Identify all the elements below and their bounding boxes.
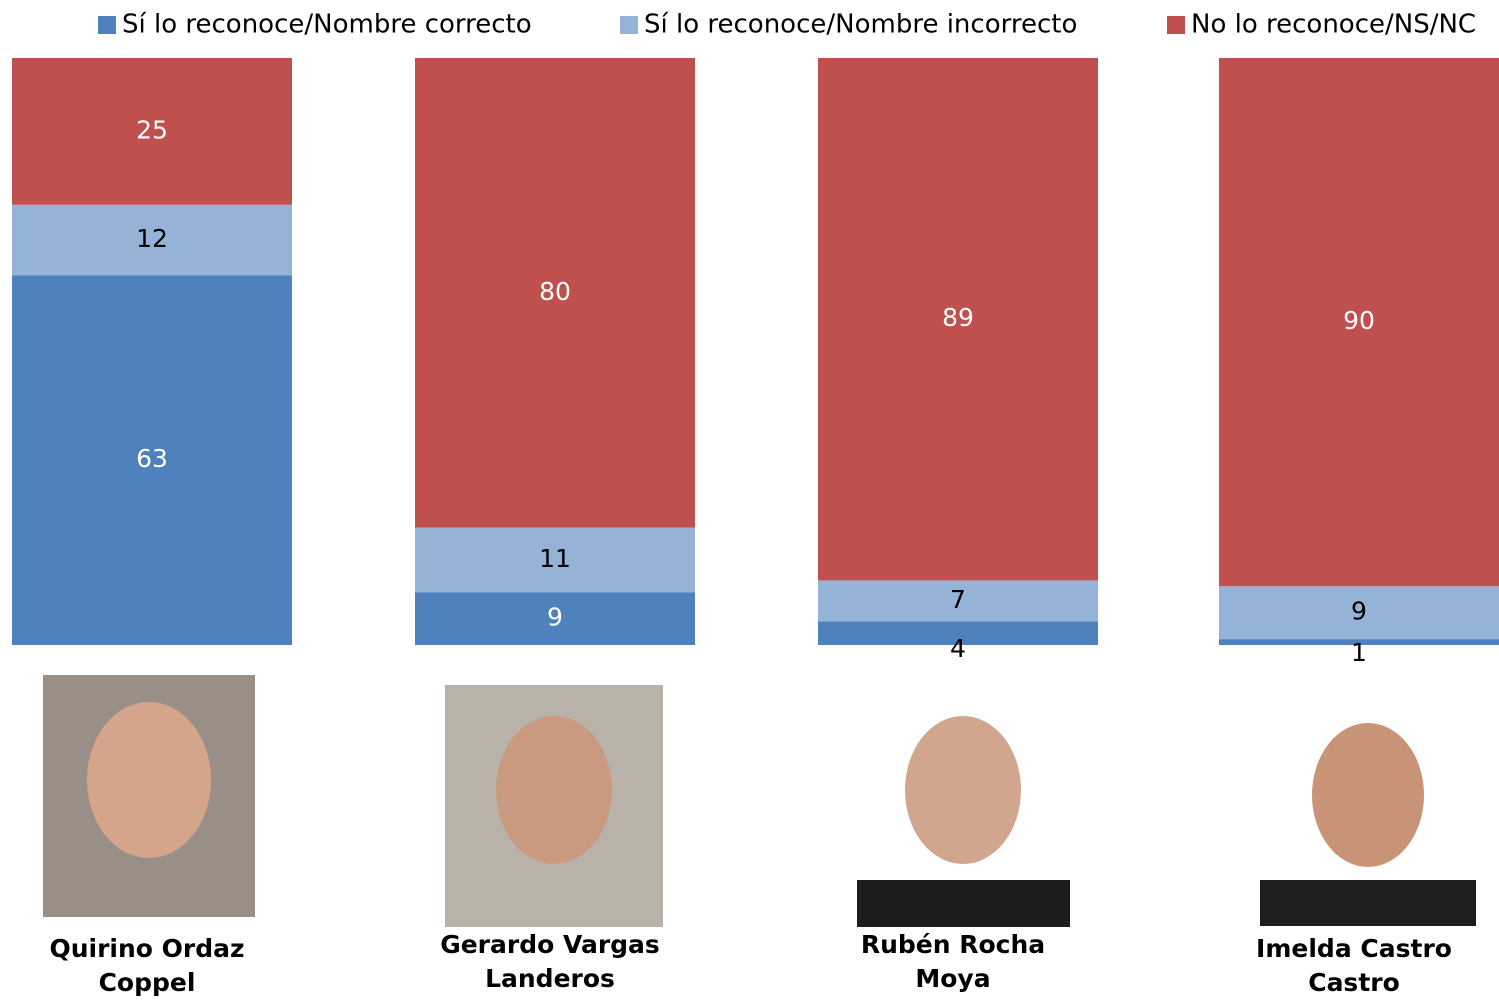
bar-segment: [1219, 639, 1499, 645]
legend-swatch: [1167, 16, 1185, 34]
legend-swatch: [620, 16, 638, 34]
category-label: Rubén Rocha Moya: [860, 930, 1046, 993]
bar-segment: [818, 621, 1098, 645]
bar-segment: [1219, 586, 1499, 640]
photo-face: [905, 716, 1021, 864]
bar-segment: [415, 527, 695, 593]
value-label: 63: [136, 444, 168, 473]
photo-suit: [857, 880, 1070, 927]
bar-segment: [12, 275, 292, 645]
value-label: 7: [950, 585, 966, 614]
legend-label: Sí lo reconoce/Nombre correcto: [122, 10, 532, 40]
bar-segment: [818, 58, 1098, 581]
value-label: 80: [539, 277, 571, 306]
photo-face: [496, 716, 612, 864]
legend-label: No lo reconoce/NS/NC: [1191, 10, 1476, 40]
value-label: 11: [539, 544, 571, 573]
value-label: 9: [1351, 597, 1367, 626]
value-label: 12: [136, 224, 168, 253]
value-label: 1: [1351, 638, 1367, 667]
value-label: 4: [950, 634, 966, 663]
category-label: Quirino Ordaz Coppel: [49, 934, 245, 997]
bar-segment: [1219, 58, 1499, 587]
category-label: Imelda Castro Castro: [1256, 934, 1452, 997]
photo-clothes: [1260, 880, 1476, 926]
value-label: 9: [547, 603, 563, 632]
bar-segment: [12, 204, 292, 276]
bar-segment: [818, 580, 1098, 622]
legend-swatch: [98, 16, 116, 34]
value-label: 89: [942, 303, 974, 332]
legend-label: Sí lo reconoce/Nombre incorrecto: [644, 10, 1077, 40]
bar-segment: [415, 58, 695, 528]
bar-segment: [415, 592, 695, 645]
photos: [43, 675, 1476, 927]
category-label: Gerardo Vargas Landeros: [440, 930, 660, 993]
bar-segment: [12, 58, 292, 205]
photo-face: [1312, 723, 1424, 867]
photo-face: [87, 702, 211, 858]
value-label: 25: [136, 115, 168, 144]
value-label: 90: [1343, 306, 1375, 335]
